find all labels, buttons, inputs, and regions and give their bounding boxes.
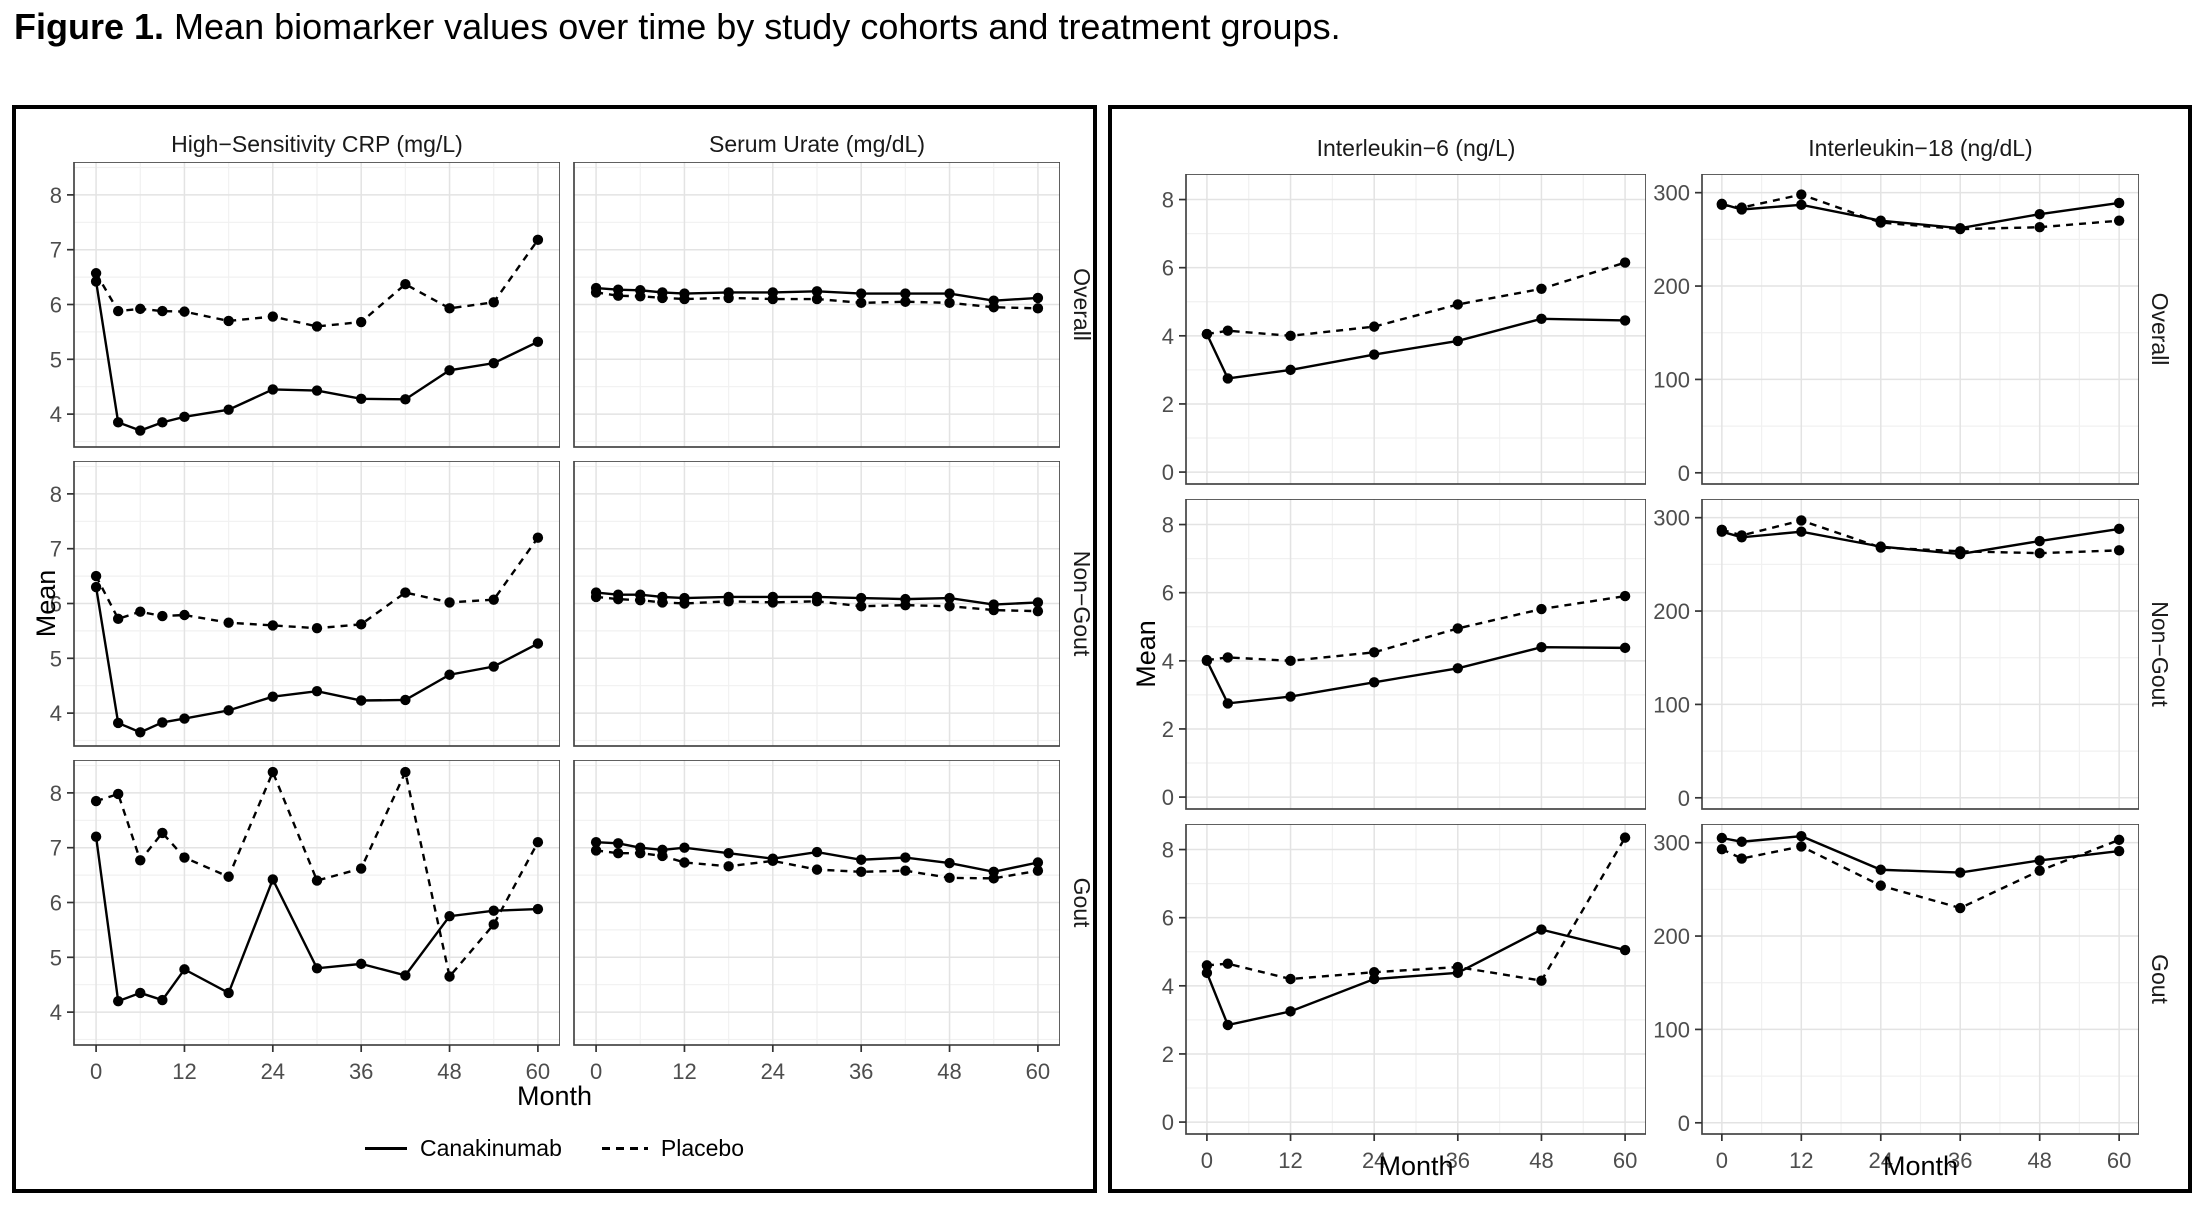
legend-placebo-label: Placebo [660, 1135, 745, 1161]
svg-text:5: 5 [50, 945, 62, 970]
svg-text:0: 0 [1678, 786, 1690, 811]
svg-text:300: 300 [1653, 506, 1690, 531]
svg-text:0: 0 [1162, 460, 1174, 485]
left-figure-box: High−Sensitivity CRP (mg/L) Serum Urate … [12, 105, 1097, 1193]
svg-text:8: 8 [1162, 513, 1174, 538]
svg-text:7: 7 [50, 836, 62, 861]
svg-text:100: 100 [1653, 692, 1690, 717]
svg-text:2: 2 [1162, 1042, 1174, 1067]
column-title-urate: Serum Urate (mg/dL) [708, 131, 925, 157]
svg-text:300: 300 [1653, 831, 1690, 856]
legend-canakinumab-label: Canakinumab [419, 1135, 562, 1161]
svg-text:4: 4 [1162, 974, 1174, 999]
svg-text:2: 2 [1162, 717, 1174, 742]
legend-placebo-line-sample [601, 1147, 648, 1150]
facet-label-overall-right: Overall [2147, 292, 2173, 366]
right-figure-box: Interleukin−6 (ng/L) Interleukin−18 (ng/… [1108, 105, 2192, 1193]
svg-text:0: 0 [1162, 1110, 1174, 1135]
svg-text:0: 0 [1162, 785, 1174, 810]
figure-title: Figure 1. Mean biomarker values over tim… [14, 6, 1341, 48]
svg-text:4: 4 [50, 402, 62, 427]
svg-text:5: 5 [50, 347, 62, 372]
facet-label-gout-right: Gout [2147, 954, 2173, 1004]
svg-text:200: 200 [1653, 924, 1690, 949]
figure-title-text: Mean biomarker values over time by study… [164, 6, 1341, 47]
svg-text:100: 100 [1653, 367, 1690, 392]
panel-urate-nongout [573, 461, 1060, 747]
panel-il6-overall: 0 2 4 6 8 [1162, 174, 1646, 485]
panel-il18-nongout: 0 100 200 300 [1653, 499, 2139, 811]
svg-text:0: 0 [1678, 461, 1690, 486]
y-axis-title-right: Mean [1131, 620, 1161, 688]
panel-urate-overall [573, 162, 1060, 448]
facet-label-gout-left: Gout [1069, 877, 1095, 928]
legend: Canakinumab Placebo [16, 1135, 1093, 1162]
svg-text:6: 6 [1162, 581, 1174, 606]
column-title-crp: High−Sensitivity CRP (mg/L) [171, 131, 463, 157]
facet-label-overall-left: Overall [1069, 268, 1095, 341]
panel-crp-overall: 4 5 6 7 8 [50, 162, 560, 448]
x-axis-title-left: Month [516, 1081, 593, 1111]
column-title-il18: Interleukin−18 (ng/dL) [1808, 135, 2033, 161]
facet-label-nongout-left: Non−Gout [1069, 550, 1095, 657]
x-axis-title-il6: Month [1378, 1151, 1454, 1181]
x-axis-title-il18: Month [1882, 1151, 1959, 1181]
svg-text:4: 4 [50, 1000, 62, 1025]
svg-text:6: 6 [1162, 906, 1174, 931]
facet-label-nongout-right: Non−Gout [2147, 601, 2173, 707]
y-axis-title-left: Mean [31, 569, 61, 638]
panel-il6-nongout: 0 2 4 6 8 [1162, 499, 1646, 810]
panel-urate-gout: 0 12 24 36 48 60 [573, 760, 1060, 1084]
svg-text:200: 200 [1653, 274, 1690, 299]
svg-text:8: 8 [50, 183, 62, 208]
svg-text:200: 200 [1653, 599, 1690, 624]
figure-title-prefix: Figure 1. [14, 6, 165, 47]
svg-text:8: 8 [1162, 838, 1174, 863]
column-title-il6: Interleukin−6 (ng/L) [1316, 135, 1516, 161]
svg-text:4: 4 [1162, 649, 1174, 674]
svg-text:4: 4 [1162, 324, 1174, 349]
svg-text:7: 7 [50, 238, 62, 263]
svg-text:100: 100 [1653, 1017, 1690, 1042]
svg-text:6: 6 [50, 293, 62, 318]
svg-text:6: 6 [50, 891, 62, 916]
legend-canakinumab-line-sample [364, 1147, 407, 1150]
svg-text:8: 8 [50, 781, 62, 806]
svg-text:300: 300 [1653, 181, 1690, 206]
svg-text:6: 6 [1162, 256, 1174, 281]
svg-text:0: 0 [1678, 1111, 1690, 1136]
svg-text:8: 8 [1162, 188, 1174, 213]
panel-il18-overall: 0 100 200 300 [1653, 174, 2139, 486]
svg-text:2: 2 [1162, 392, 1174, 417]
